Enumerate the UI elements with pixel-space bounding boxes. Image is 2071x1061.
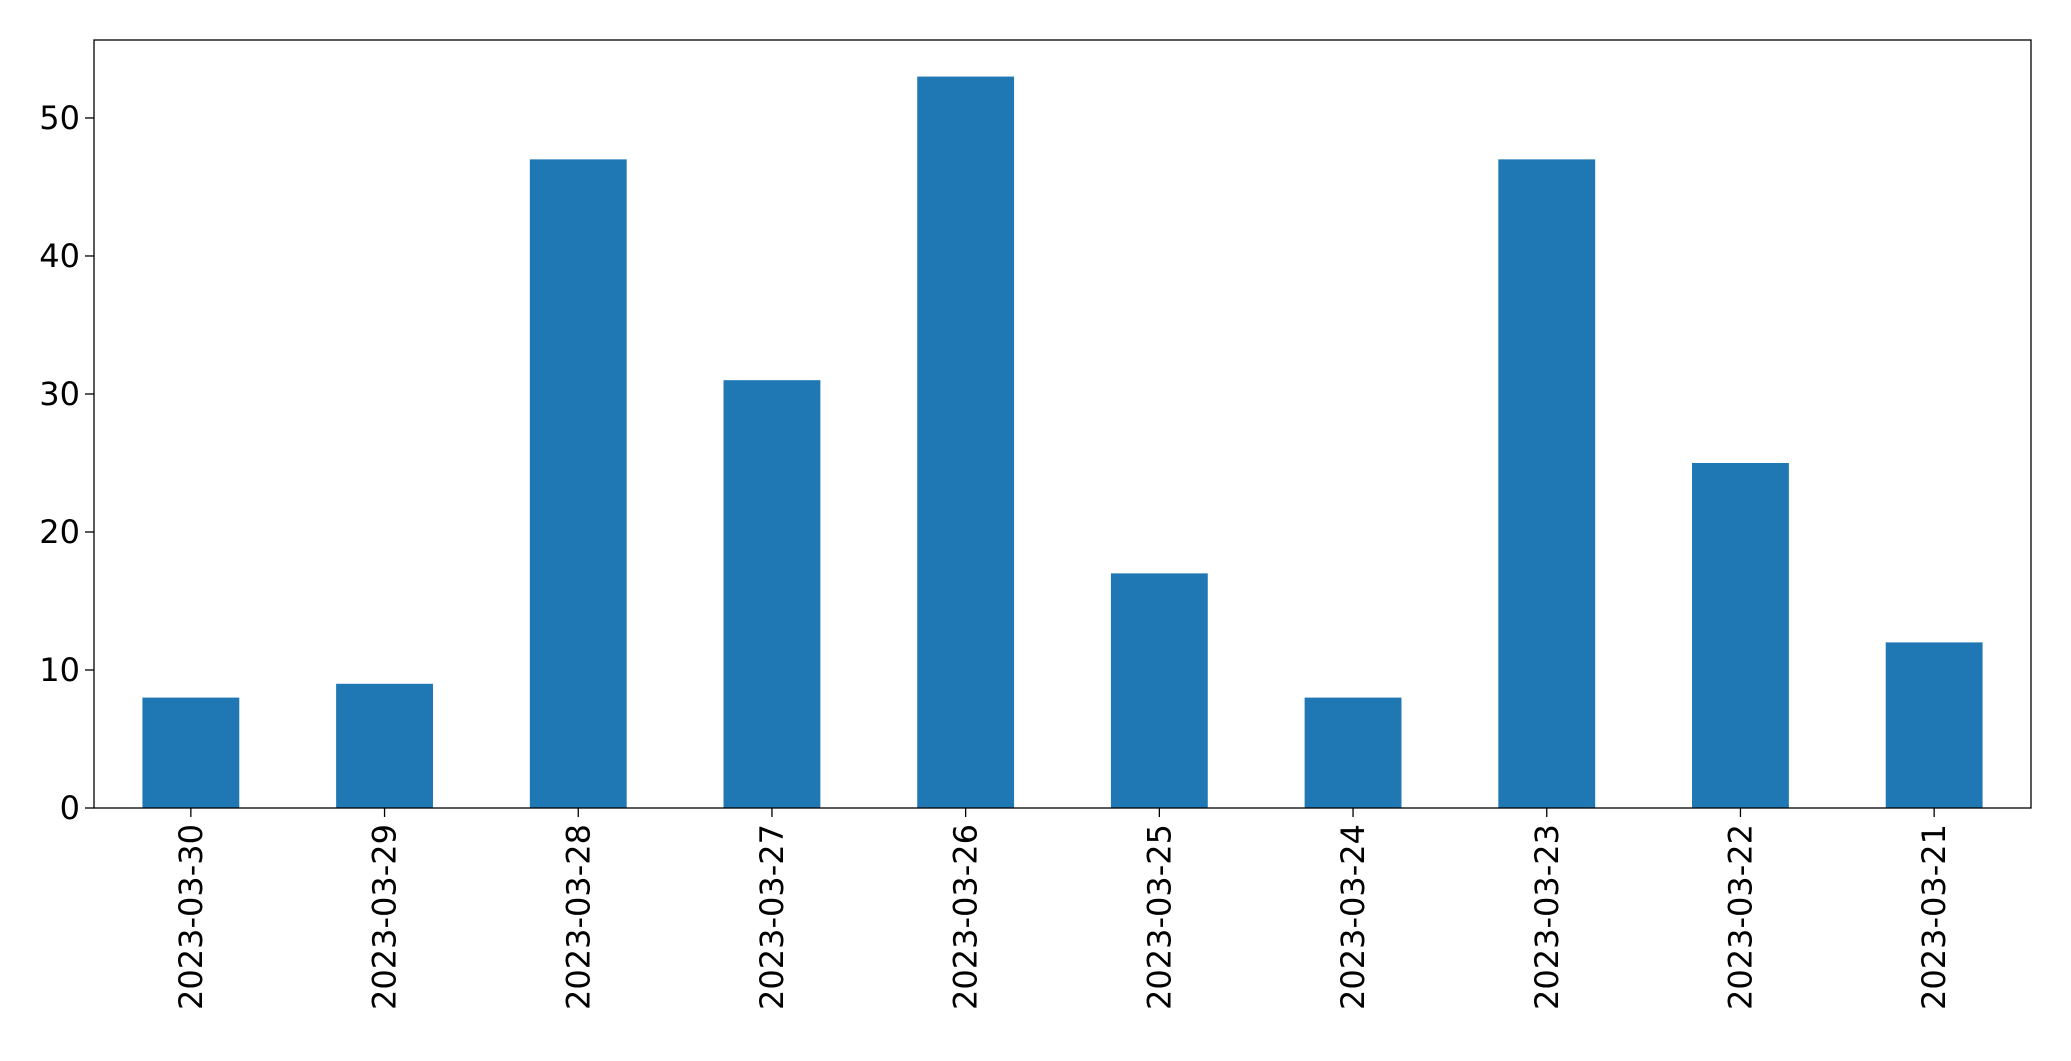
bar	[336, 683, 433, 808]
x-tick-label: 2023-03-23	[1528, 824, 1566, 1010]
x-tick-label: 2023-03-26	[947, 824, 985, 1010]
y-tick-label: 50	[39, 99, 80, 137]
x-tick-label: 2023-03-30	[172, 824, 210, 1010]
x-tick-label: 2023-03-21	[1915, 824, 1953, 1010]
bar	[142, 697, 240, 808]
y-tick-label: 40	[39, 237, 80, 275]
x-tick-label: 2023-03-27	[753, 824, 791, 1010]
bar	[529, 159, 627, 809]
x-tick-label: 2023-03-25	[1140, 824, 1178, 1010]
y-tick-label: 0	[60, 789, 80, 827]
y-tick-label: 20	[39, 513, 80, 551]
x-tick-label: 2023-03-22	[1721, 824, 1759, 1010]
bar	[1304, 697, 1402, 808]
x-tick-label: 2023-03-24	[1334, 824, 1372, 1010]
x-tick-label: 2023-03-29	[366, 824, 404, 1010]
x-tick-label: 2023-03-28	[559, 824, 597, 1010]
bar	[1110, 573, 1208, 808]
bar	[1498, 159, 1596, 809]
bar	[917, 76, 1015, 809]
y-tick-label: 30	[39, 375, 80, 413]
bar	[723, 380, 821, 808]
y-tick-label: 10	[39, 651, 80, 689]
plot-frame	[93, 39, 2032, 809]
bar	[1692, 462, 1789, 808]
bar	[1885, 642, 1983, 808]
